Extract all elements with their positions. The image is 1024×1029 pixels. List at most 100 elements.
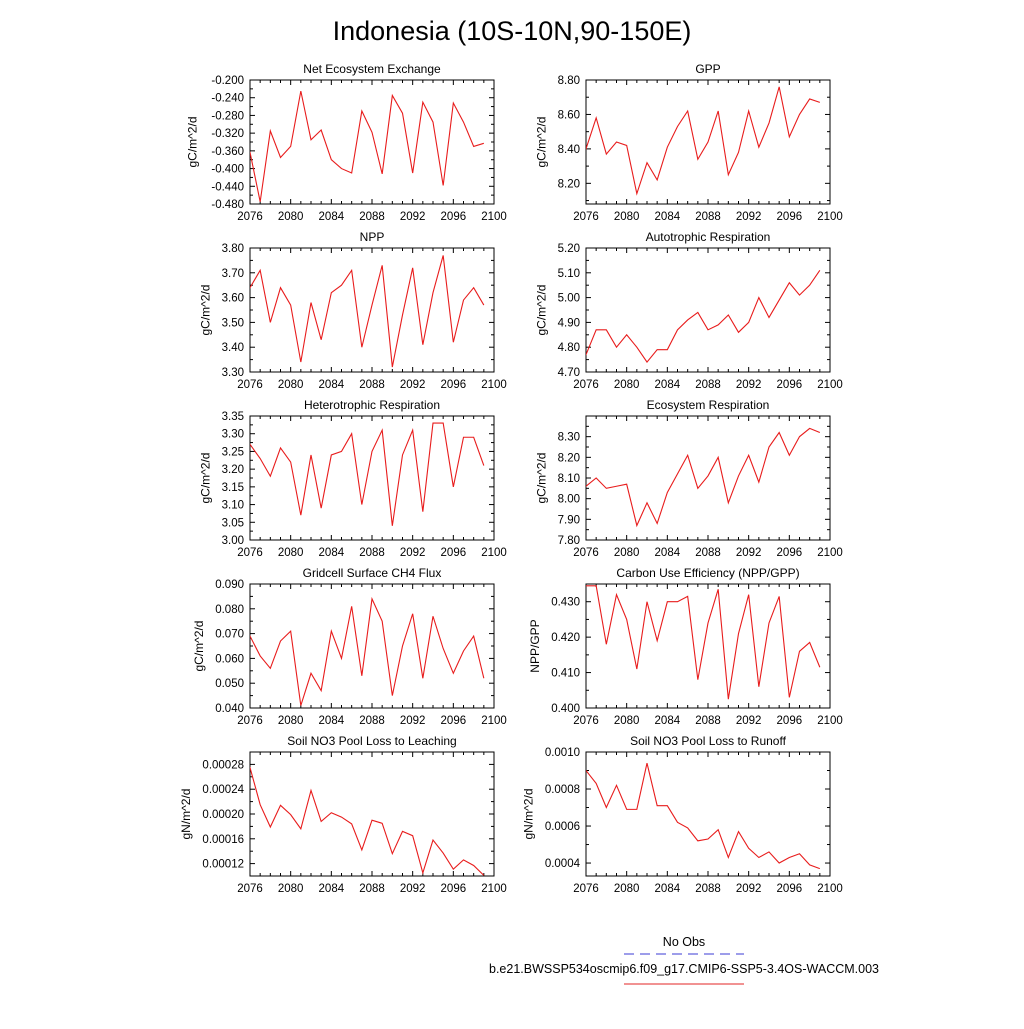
panel-title: Soil NO3 Pool Loss to Runoff	[630, 734, 787, 748]
x-tick-label: 2084	[319, 211, 345, 223]
x-tick-label: 2096	[441, 547, 467, 559]
x-tick-label: 2080	[614, 547, 640, 559]
panel-ecosystem-respiration: Ecosystem Respiration 2076 2080 2084 2088 209…	[535, 398, 843, 559]
x-tick-label: 2096	[777, 547, 803, 559]
x-tick-label: 2084	[319, 547, 345, 559]
panel-title: Gridcell Surface CH4 Flux	[303, 566, 442, 580]
y-tick-label: -0.240	[211, 93, 244, 105]
x-tick-label: 2084	[655, 883, 681, 895]
y-tick-label: 0.420	[551, 632, 580, 644]
x-tick-label: 2096	[777, 715, 803, 727]
y-axis-label: gC/m^2/d	[199, 453, 213, 504]
x-tick-label: 2096	[441, 883, 467, 895]
y-tick-label: 3.40	[222, 342, 244, 354]
x-tick-label: 2076	[573, 379, 599, 391]
x-tick-label: 2088	[359, 211, 385, 223]
x-tick-label: 2088	[695, 211, 721, 223]
y-tick-label: 8.20	[558, 178, 580, 190]
y-tick-label: 4.70	[558, 367, 580, 379]
panel-title: Carbon Use Efficiency (NPP/GPP)	[616, 566, 799, 580]
x-tick-label: 2076	[573, 547, 599, 559]
y-tick-label: 0.410	[551, 668, 580, 680]
y-tick-label: 8.40	[558, 144, 580, 156]
y-tick-label: 0.00024	[202, 784, 244, 796]
y-tick-label: 7.80	[558, 535, 580, 547]
x-tick-label: 2088	[695, 547, 721, 559]
plot-frame	[585, 751, 831, 877]
x-tick-label: 2080	[614, 211, 640, 223]
x-tick-label: 2092	[400, 715, 426, 727]
y-tick-label: 3.10	[222, 500, 244, 512]
y-tick-label: 0.080	[215, 604, 244, 616]
x-tick-label: 2092	[736, 547, 762, 559]
x-tick-label: 2088	[695, 715, 721, 727]
x-tick-label: 2076	[237, 211, 263, 223]
y-tick-label: 4.90	[558, 317, 580, 329]
plot-frame	[249, 247, 495, 373]
y-tick-label: 5.00	[558, 293, 580, 305]
x-tick-label: 2100	[817, 211, 843, 223]
y-tick-label: 0.0006	[545, 821, 580, 833]
y-tick-label: -0.360	[211, 146, 244, 158]
y-tick-label: -0.440	[211, 181, 244, 193]
y-axis-label: gC/m^2/d	[535, 285, 549, 336]
x-tick-label: 2084	[655, 547, 681, 559]
series-line	[250, 766, 485, 876]
panel-title: GPP	[695, 62, 720, 76]
panel-title: Autotrophic Respiration	[646, 230, 771, 244]
x-tick-label: 2100	[481, 379, 507, 391]
x-tick-label: 2096	[777, 379, 803, 391]
x-tick-label: 2092	[400, 379, 426, 391]
panel-autotrophic-respiration: Autotrophic Respiration 2076 2080 2084 2088 2…	[535, 230, 843, 391]
x-tick-label: 2100	[481, 547, 507, 559]
y-tick-label: 0.0004	[545, 858, 581, 870]
plot-frame	[585, 415, 831, 541]
x-tick-label: 2076	[237, 715, 263, 727]
y-tick-label: 3.50	[222, 317, 244, 329]
x-tick-label: 2088	[359, 379, 385, 391]
x-tick-label: 2092	[736, 715, 762, 727]
panel-title: Heterotrophic Respiration	[304, 398, 440, 412]
x-tick-label: 2100	[817, 379, 843, 391]
y-tick-label: 0.070	[215, 629, 244, 641]
chart-panels: Net Ecosystem Exchange 2076 2080 2084 2088 20…	[179, 62, 843, 895]
x-tick-label: 2088	[695, 379, 721, 391]
x-tick-label: 2088	[359, 547, 385, 559]
y-tick-label: 3.35	[222, 411, 244, 423]
y-axis-label: gC/m^2/d	[199, 285, 213, 336]
x-tick-label: 2084	[655, 715, 681, 727]
y-tick-label: 3.25	[222, 446, 244, 458]
x-tick-label: 2084	[655, 379, 681, 391]
y-axis-label: gC/m^2/d	[185, 117, 199, 168]
y-tick-label: 4.80	[558, 342, 580, 354]
panel-heterotrophic-respiration: Heterotrophic Respiration 2076 2080 2084 208…	[199, 398, 507, 559]
legend: No Obs b.e21.BWSSP534oscmip6.f09_g17.CMI…	[489, 935, 879, 985]
y-tick-label: 3.30	[222, 367, 244, 379]
plot-frame	[249, 415, 495, 541]
x-tick-label: 2076	[573, 211, 599, 223]
panel-npp: NPP 2076 2080 2084 2088 2092 2096 2100 3.30 3.40 3…	[199, 230, 507, 391]
y-tick-label: 3.60	[222, 293, 244, 305]
y-tick-label: 8.20	[558, 452, 580, 464]
x-tick-label: 2084	[319, 379, 345, 391]
y-tick-label: 0.090	[215, 579, 244, 591]
panel-title: Net Ecosystem Exchange	[303, 62, 441, 76]
series-line	[586, 762, 821, 870]
panel-soil-no3-pool-loss-to-runoff: Soil NO3 Pool Loss to Runoff 2076 2080 2084…	[521, 734, 842, 895]
y-tick-label: 5.20	[558, 243, 580, 255]
x-tick-label: 2084	[655, 211, 681, 223]
panel-carbon-use-efficiency-npp-gpp: Carbon Use Efficiency (NPP/GPP) 2076 2080 2…	[528, 566, 843, 727]
x-tick-label: 2092	[400, 547, 426, 559]
x-tick-label: 2076	[237, 379, 263, 391]
x-tick-label: 2092	[736, 883, 762, 895]
y-tick-label: 0.040	[215, 703, 244, 715]
x-tick-label: 2100	[817, 547, 843, 559]
y-tick-label: 0.00016	[202, 834, 244, 846]
x-tick-label: 2076	[573, 883, 599, 895]
y-tick-label: 0.00028	[202, 759, 244, 771]
series-line	[586, 585, 821, 700]
x-tick-label: 2096	[777, 211, 803, 223]
x-tick-label: 2100	[481, 883, 507, 895]
